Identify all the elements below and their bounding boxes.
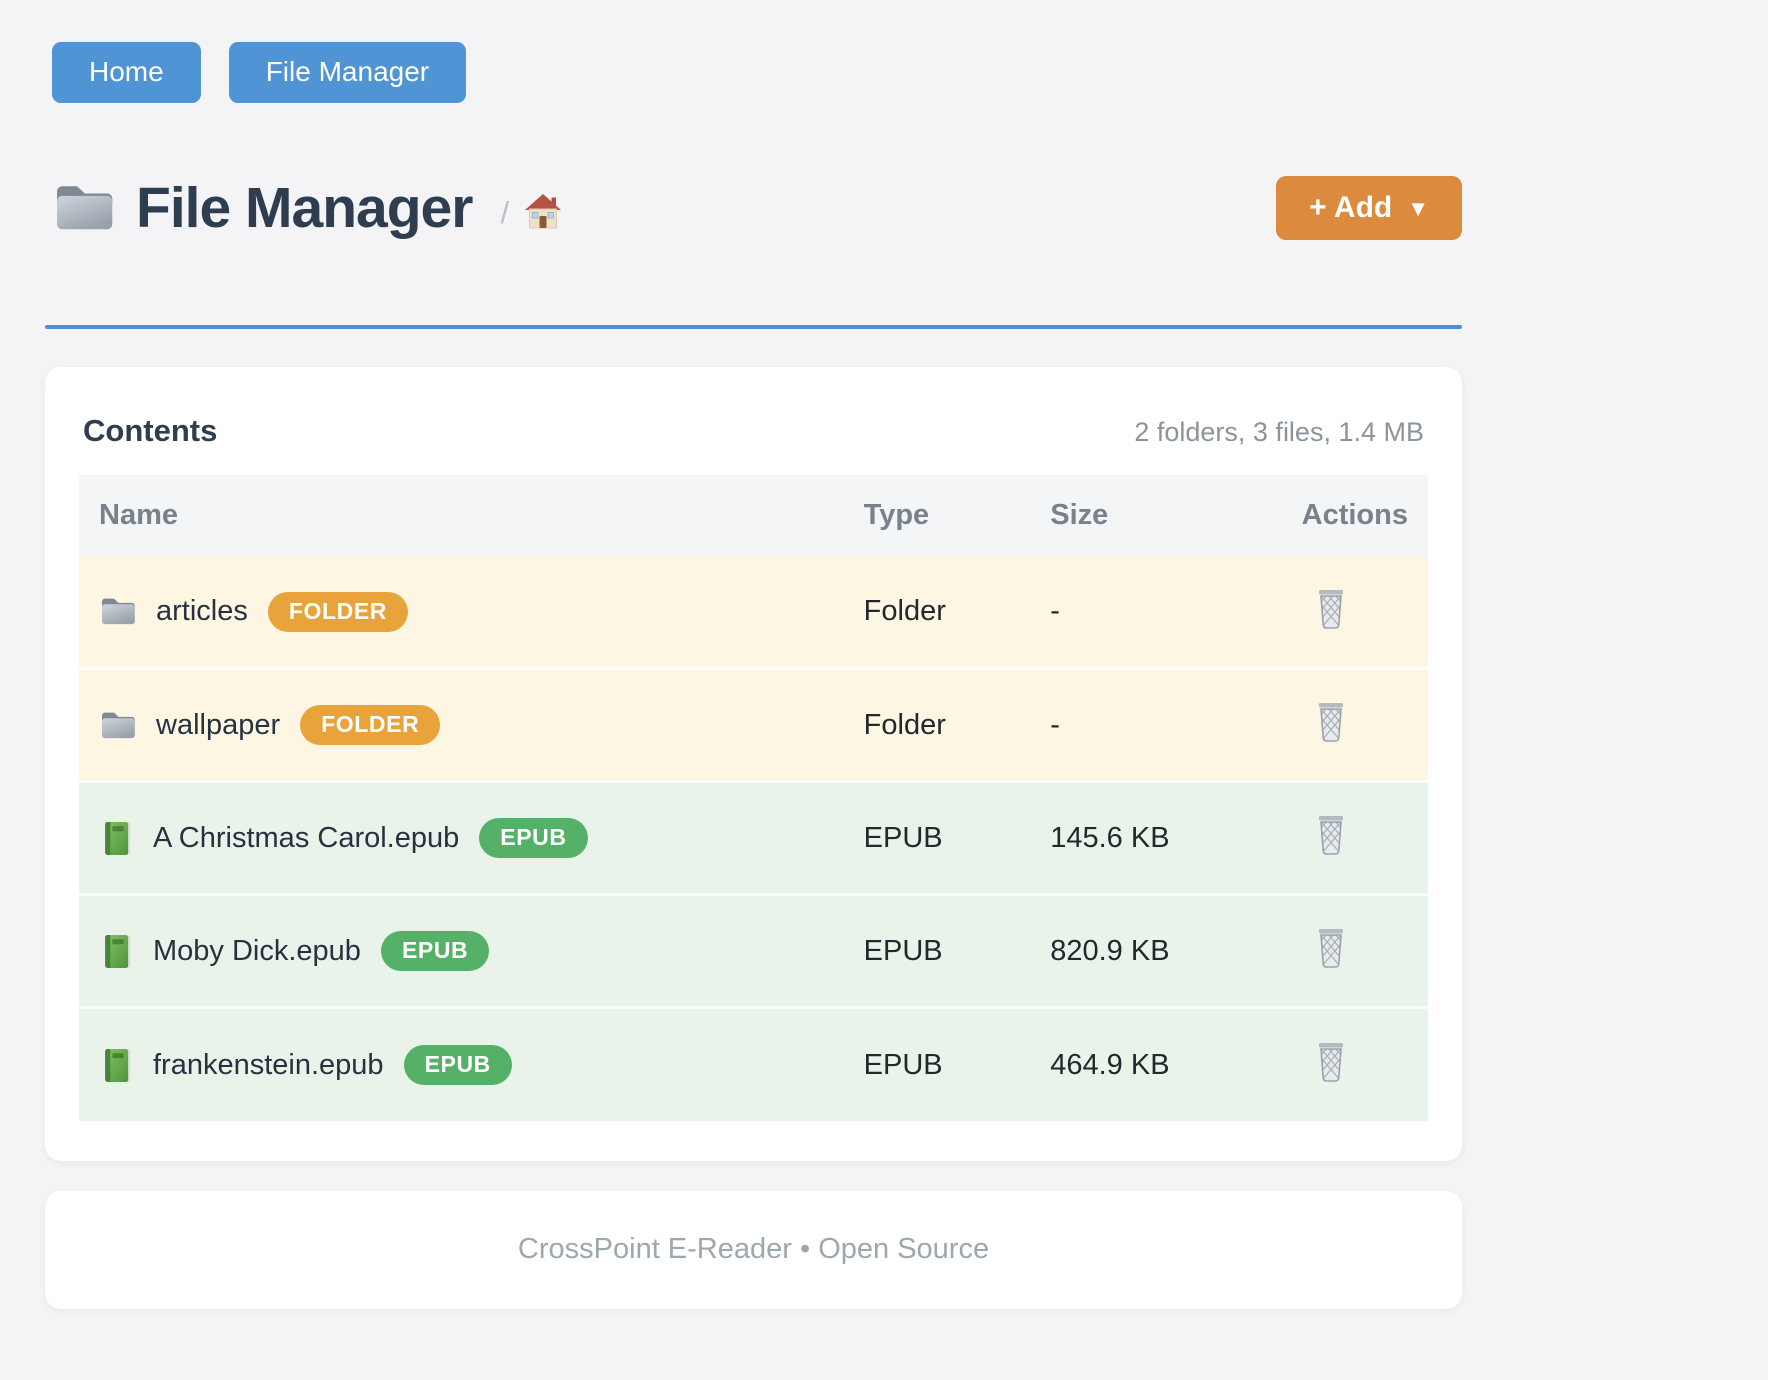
file-type: EPUB (843, 1006, 1031, 1121)
file-size: 145.6 KB (1030, 780, 1282, 895)
file-name: A Christmas Carol.epub (153, 821, 460, 854)
file-name-cell[interactable]: wallpaper FOLDER (99, 705, 824, 746)
add-button[interactable]: + Add ▼ (1276, 175, 1462, 240)
table-header-row: Name Type Size Actions (79, 474, 1428, 556)
trash-icon (1318, 589, 1343, 629)
file-table: Name Type Size Actions (79, 474, 1428, 1121)
epub-badge: EPUB (403, 1045, 512, 1086)
trash-icon (1318, 929, 1343, 969)
delete-button[interactable] (1314, 926, 1348, 969)
footer-text: CrossPoint E-Reader • Open Source (517, 1233, 990, 1266)
file-type: EPUB (843, 780, 1031, 895)
title-group: File Manager / (52, 175, 563, 241)
trash-icon (1318, 1043, 1343, 1082)
home-button[interactable]: Home (52, 42, 201, 103)
green-book-icon (102, 933, 133, 970)
file-size: 820.9 KB (1030, 893, 1282, 1008)
file-name-cell[interactable]: Moby Dick.epub EPUB (99, 931, 824, 972)
table-row[interactable]: articles FOLDER Folder - (79, 555, 1428, 669)
file-size: - (1030, 667, 1282, 782)
table-row[interactable]: frankenstein.epub EPUB EPUB 464.9 KB (79, 1006, 1428, 1121)
trash-icon (1318, 816, 1343, 856)
add-button-label: + Add (1309, 190, 1393, 224)
file-name: frankenstein.epub (153, 1048, 384, 1081)
contents-card: Contents 2 folders, 3 files, 1.4 MB Name… (45, 366, 1462, 1161)
table-row[interactable]: wallpaper FOLDER Folder - (79, 667, 1428, 782)
delete-button[interactable] (1314, 700, 1348, 743)
file-type: Folder (843, 555, 1031, 669)
breadcrumb-separator: / (500, 194, 510, 230)
file-name-cell[interactable]: A Christmas Carol.epub EPUB (99, 818, 824, 859)
caret-down-icon: ▼ (1407, 195, 1429, 221)
folder-badge: FOLDER (267, 591, 409, 632)
column-header-name: Name (79, 474, 844, 556)
file-name: articles (156, 595, 248, 628)
table-row[interactable]: Moby Dick.epub EPUB EPUB 820.9 KB (79, 893, 1428, 1008)
contents-summary: 2 folders, 3 files, 1.4 MB (1134, 416, 1424, 447)
file-name-cell[interactable]: articles FOLDER (99, 591, 824, 632)
folder-icon (52, 180, 116, 236)
file-size: - (1030, 555, 1282, 669)
footer: CrossPoint E-Reader • Open Source (45, 1190, 1462, 1309)
folder-icon (99, 709, 137, 742)
file-name: wallpaper (156, 708, 281, 741)
green-book-icon (102, 1047, 133, 1084)
folder-icon (99, 595, 137, 628)
card-header: Contents 2 folders, 3 files, 1.4 MB (79, 413, 1428, 475)
trash-icon (1318, 703, 1343, 743)
epub-badge: EPUB (479, 818, 588, 859)
file-name-cell[interactable]: frankenstein.epub EPUB (99, 1045, 824, 1086)
table-row[interactable]: A Christmas Carol.epub EPUB EPUB 145.6 K… (79, 780, 1428, 895)
delete-button[interactable] (1314, 813, 1348, 856)
delete-button[interactable] (1314, 587, 1348, 629)
file-type: EPUB (843, 893, 1031, 1008)
green-book-icon (102, 820, 133, 857)
file-size: 464.9 KB (1030, 1006, 1282, 1121)
file-type: Folder (843, 667, 1031, 782)
house-icon[interactable] (523, 192, 563, 232)
top-navigation: Home File Manager (52, 42, 1462, 103)
epub-badge: EPUB (380, 931, 490, 972)
contents-heading: Contents (83, 412, 218, 448)
delete-button[interactable] (1314, 1040, 1348, 1082)
header-divider (45, 324, 1462, 329)
folder-badge: FOLDER (300, 705, 441, 746)
column-header-actions: Actions (1281, 474, 1428, 556)
page: Home File Manager File Manager / (45, 0, 1462, 1309)
column-header-size: Size (1030, 474, 1282, 556)
page-header: File Manager / + Add ▼ (45, 175, 1462, 241)
file-name: Moby Dick.epub (153, 934, 361, 967)
page-title: File Manager (136, 175, 473, 240)
column-header-type: Type (843, 474, 1031, 556)
file-manager-button[interactable]: File Manager (228, 42, 467, 103)
